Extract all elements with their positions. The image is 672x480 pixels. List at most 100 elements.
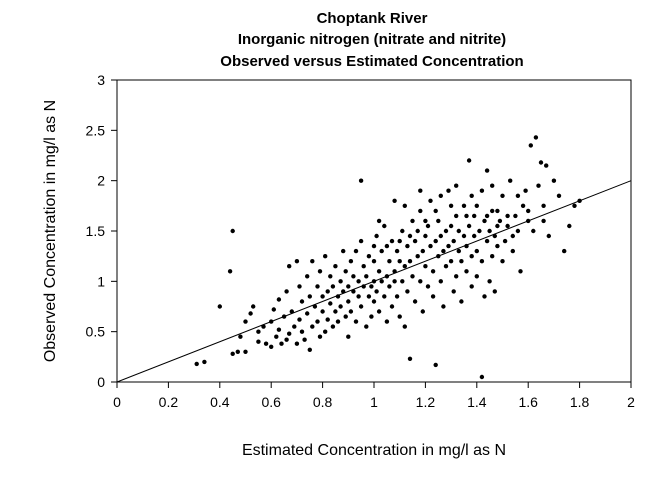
data-point <box>379 279 384 284</box>
data-point <box>369 284 374 289</box>
data-point <box>299 329 305 334</box>
data-point <box>510 233 515 239</box>
data-point <box>405 289 410 294</box>
data-point <box>374 233 379 239</box>
data-point <box>325 317 330 322</box>
data-point <box>497 218 503 224</box>
data-point <box>371 299 377 304</box>
data-point <box>263 341 269 346</box>
data-point <box>384 243 390 249</box>
data-point <box>256 339 261 344</box>
data-point <box>510 248 515 254</box>
data-point <box>425 284 431 289</box>
plot-frame <box>116 79 632 383</box>
data-point <box>400 279 405 284</box>
data-point <box>500 193 505 198</box>
data-point <box>251 304 256 309</box>
data-point <box>436 254 441 259</box>
data-point <box>423 264 428 269</box>
data-point <box>412 238 418 244</box>
data-point <box>274 334 279 339</box>
data-point <box>495 243 500 249</box>
data-point <box>238 334 243 339</box>
data-point <box>405 243 410 249</box>
data-point <box>279 341 284 346</box>
data-point <box>284 289 289 294</box>
data-point <box>418 208 423 214</box>
data-point <box>454 274 459 279</box>
data-point <box>456 228 461 234</box>
data-point <box>474 248 479 254</box>
data-point <box>412 299 418 304</box>
y-tick-label: 0 <box>97 374 105 390</box>
data-point <box>235 349 240 354</box>
data-point <box>441 304 446 309</box>
data-point <box>433 238 438 244</box>
data-point <box>466 158 472 163</box>
data-point <box>551 178 557 183</box>
data-point <box>366 254 372 259</box>
data-point <box>495 223 500 229</box>
data-point <box>495 208 500 214</box>
data-point <box>387 284 392 289</box>
data-point <box>533 135 539 140</box>
data-point <box>505 223 510 229</box>
x-axis-title: Estimated Concentration in mg/l as N <box>242 442 506 459</box>
data-point <box>577 198 582 203</box>
data-point <box>287 264 292 269</box>
data-point <box>454 183 459 188</box>
data-point <box>269 344 274 349</box>
data-point <box>202 359 207 365</box>
data-point <box>433 208 438 214</box>
data-point <box>307 347 312 352</box>
data-point <box>523 188 528 193</box>
data-point <box>508 178 513 183</box>
data-point <box>428 198 433 203</box>
data-point <box>490 183 495 188</box>
data-point <box>448 203 454 208</box>
data-point <box>572 203 577 208</box>
data-point <box>297 284 302 289</box>
data-point <box>320 309 325 314</box>
data-point <box>443 264 449 269</box>
data-point <box>441 248 446 254</box>
data-point <box>474 203 479 208</box>
data-point <box>520 203 526 208</box>
data-point <box>348 309 354 314</box>
data-point <box>294 259 300 264</box>
data-point <box>317 334 323 339</box>
data-point <box>397 259 402 264</box>
data-point <box>446 188 451 193</box>
data-point <box>382 294 387 299</box>
data-point <box>376 269 382 274</box>
data-point <box>389 238 395 244</box>
data-point <box>472 233 477 239</box>
data-point <box>402 203 407 208</box>
data-point <box>356 279 361 284</box>
data-point <box>446 243 451 249</box>
data-point <box>361 284 366 289</box>
data-point <box>397 238 402 244</box>
data-point <box>490 208 495 214</box>
x-tick-label: 0.8 <box>313 394 333 410</box>
data-point <box>423 233 428 239</box>
data-point <box>358 238 364 244</box>
data-point <box>451 238 456 244</box>
data-point <box>531 228 536 234</box>
data-point <box>513 213 518 219</box>
data-point <box>333 309 338 314</box>
data-point <box>341 289 346 294</box>
data-point <box>292 324 297 329</box>
data-point <box>297 317 302 322</box>
data-point <box>492 233 497 239</box>
data-point <box>227 269 233 274</box>
data-point <box>402 264 407 269</box>
data-point <box>492 289 497 294</box>
data-point <box>502 238 508 244</box>
data-point <box>418 188 423 193</box>
data-point <box>374 289 379 294</box>
data-point <box>353 319 359 324</box>
data-point <box>379 248 384 254</box>
y-tick-label: 1.5 <box>86 223 106 239</box>
data-point <box>315 284 320 289</box>
